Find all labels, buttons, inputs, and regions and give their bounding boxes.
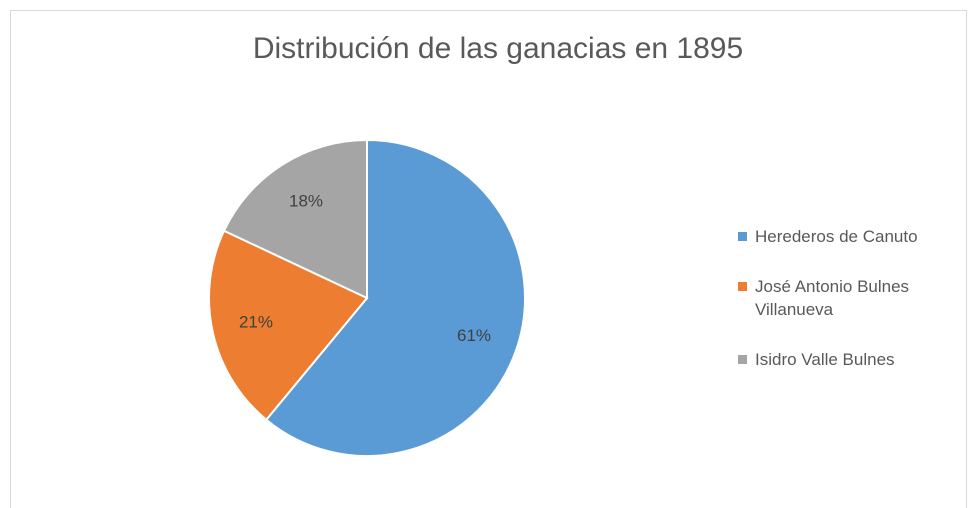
legend: Herederos de Canuto José Antonio Bulnes V…	[738, 225, 968, 398]
data-label: 21%	[239, 312, 273, 331]
legend-swatch	[738, 281, 747, 291]
pie-slice	[208, 229, 369, 422]
pie-slice	[222, 138, 368, 300]
data-label: 18%	[289, 191, 323, 210]
chart-title: Distribución de las ganacias en 1895	[253, 32, 743, 65]
legend-item: Herederos de Canuto	[738, 225, 968, 248]
legend-label: José Antonio Bulnes Villanueva	[755, 276, 910, 319]
data-label: 61%	[457, 326, 491, 345]
legend-label: Isidro Valle Bulnes	[755, 349, 895, 369]
legend-item: Isidro Valle Bulnes	[738, 348, 968, 371]
pie-slice	[264, 138, 526, 457]
legend-item: José Antonio Bulnes Villanueva	[738, 275, 968, 321]
legend-label: Herederos de Canuto	[755, 226, 918, 246]
legend-swatch	[738, 354, 747, 364]
legend-swatch	[738, 231, 747, 241]
